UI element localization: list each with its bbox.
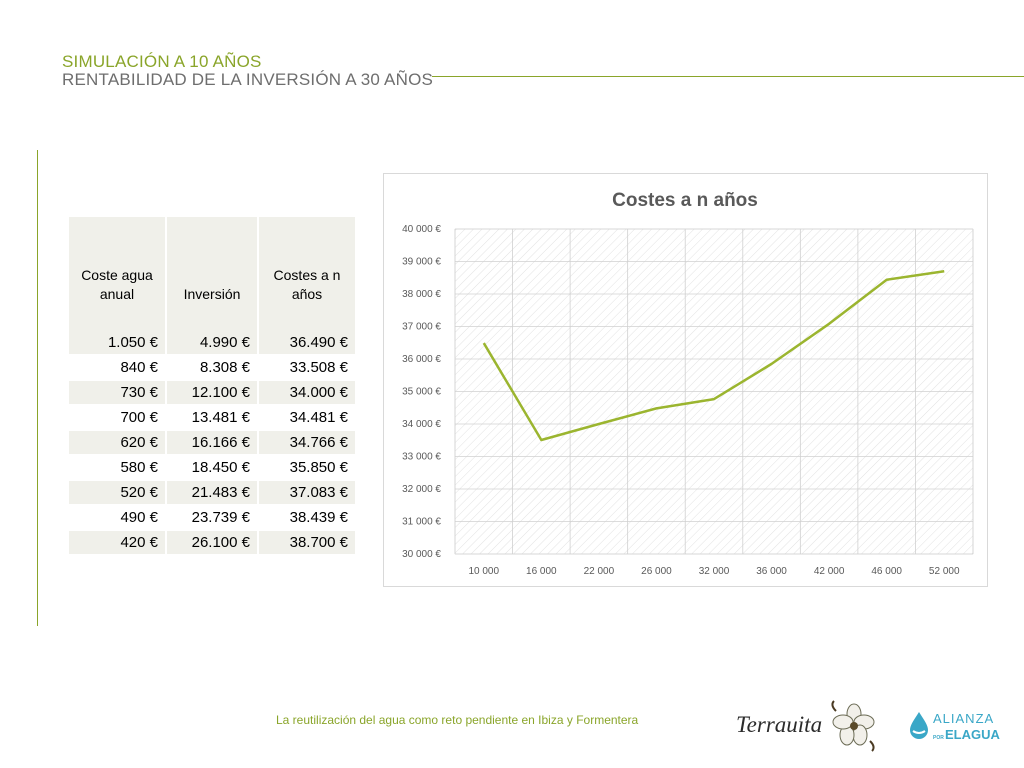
cell-inversion: 8.308 € (166, 355, 259, 381)
header-inversion: Inversión (166, 217, 259, 306)
cell-inversion: 21.483 € (166, 480, 259, 506)
cell-coste-agua: 700 € (69, 405, 167, 431)
water-drop-icon (910, 712, 928, 739)
cell-coste-agua: 730 € (69, 380, 167, 406)
cell-coste-agua: 420 € (69, 530, 167, 556)
cell-inversion: 4.990 € (166, 306, 259, 356)
footer-caption: La reutilización del agua como reto pend… (276, 713, 639, 727)
x-tick-label: 52 000 (929, 566, 960, 577)
cell-costes: 35.850 € (258, 455, 357, 481)
alianza-logo-graphic: ALIANZA POR ELAGUA (910, 711, 1001, 742)
alianza-word: ALIANZA (933, 711, 994, 726)
y-tick-label: 35 000 € (402, 387, 441, 398)
alianza-por-el-agua-logo: ALIANZA POR ELAGUA (908, 708, 1004, 744)
header-costes-n-anos: Costes a n años (258, 217, 357, 306)
cost-table: Coste agua anual Inversión Costes a n añ… (69, 217, 357, 556)
y-tick-label: 30 000 € (402, 549, 441, 560)
y-tick-label: 34 000 € (402, 419, 441, 430)
table-row: 730 € 12.100 € 34.000 € (69, 380, 357, 406)
x-tick-label: 42 000 (814, 566, 845, 577)
cell-coste-agua: 490 € (69, 505, 167, 531)
table-row: 490 € 23.739 € 38.439 € (69, 505, 357, 531)
cell-inversion: 23.739 € (166, 505, 259, 531)
y-tick-label: 38 000 € (402, 289, 441, 300)
y-tick-label: 32 000 € (402, 484, 441, 495)
x-tick-label: 22 000 (584, 566, 615, 577)
cell-coste-agua: 840 € (69, 355, 167, 381)
page-title: SIMULACIÓN A 10 AÑOS (62, 52, 262, 71)
y-tick-label: 39 000 € (402, 257, 441, 268)
y-tick-label: 33 000 € (402, 452, 441, 463)
x-tick-label: 10 000 (468, 566, 499, 577)
x-tick-label: 32 000 (699, 566, 730, 577)
cell-costes: 37.083 € (258, 480, 357, 506)
cell-inversion: 18.450 € (166, 455, 259, 481)
y-tick-label: 37 000 € (402, 322, 441, 333)
table-row: 580 € 18.450 € 35.850 € (69, 455, 357, 481)
chart-title: Costes a n años (612, 190, 758, 211)
cell-costes: 38.700 € (258, 530, 357, 556)
elagua-word: ELAGUA (945, 727, 1001, 742)
cell-inversion: 12.100 € (166, 380, 259, 406)
cell-inversion: 26.100 € (166, 530, 259, 556)
page-subtitle: RENTABILIDAD DE LA INVERSIÓN A 30 AÑOS (62, 70, 434, 89)
x-tick-label: 46 000 (871, 566, 902, 577)
cell-inversion: 16.166 € (166, 430, 259, 456)
cell-costes: 36.490 € (258, 306, 357, 356)
cell-coste-agua: 1.050 € (69, 306, 167, 356)
cell-coste-agua: 620 € (69, 430, 167, 456)
title-divider (432, 76, 1024, 77)
terrauita-wordmark: Terrauita (736, 712, 822, 737)
table-row: 700 € 13.481 € 34.481 € (69, 405, 357, 431)
x-tick-label: 36 000 (756, 566, 787, 577)
costes-line-chart: Costes a n años 30 000 € 31 000 € 32 000 €… (402, 190, 974, 577)
cell-costes: 34.000 € (258, 380, 357, 406)
y-tick-label: 40 000 € (402, 224, 441, 235)
table-row: 1.050 € 4.990 € 36.490 € (69, 306, 357, 356)
cell-costes: 34.481 € (258, 405, 357, 431)
chart-container: Costes a n años 30 000 € 31 000 € 32 000 €… (383, 173, 988, 587)
cell-coste-agua: 580 € (69, 455, 167, 481)
table-row: 620 € 16.166 € 34.766 € (69, 430, 357, 456)
left-vertical-divider (37, 150, 38, 626)
cell-costes: 34.766 € (258, 430, 357, 456)
cell-costes: 38.439 € (258, 505, 357, 531)
x-tick-label: 16 000 (526, 566, 557, 577)
table-header-row: Coste agua anual Inversión Costes a n añ… (69, 217, 357, 306)
y-tick-label: 31 000 € (402, 517, 441, 528)
terrauita-logo: Terrauita (734, 700, 884, 755)
x-tick-label: 26 000 (641, 566, 672, 577)
header-coste-agua: Coste agua anual (69, 217, 167, 306)
cell-coste-agua: 520 € (69, 480, 167, 506)
table-row: 420 € 26.100 € 38.700 € (69, 530, 357, 556)
terrauita-logo-graphic: Terrauita (736, 700, 875, 752)
flower-icon (831, 700, 875, 752)
y-tick-label: 36 000 € (402, 354, 441, 365)
por-word: POR (933, 735, 944, 741)
table-row: 840 € 8.308 € 33.508 € (69, 355, 357, 381)
cell-inversion: 13.481 € (166, 405, 259, 431)
cell-costes: 33.508 € (258, 355, 357, 381)
table-row: 520 € 21.483 € 37.083 € (69, 480, 357, 506)
